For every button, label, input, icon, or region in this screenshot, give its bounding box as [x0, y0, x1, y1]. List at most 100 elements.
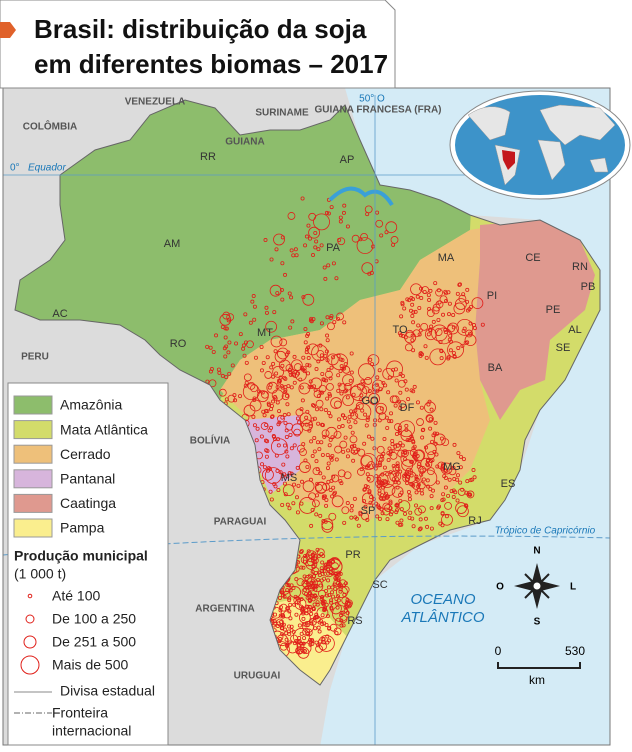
production-dot	[383, 484, 396, 496]
production-dot	[314, 640, 319, 645]
production-dot	[211, 350, 216, 355]
production-dot	[280, 261, 285, 266]
production-dot	[268, 489, 273, 494]
country-label: PARAGUAI	[214, 517, 267, 528]
production-dot	[418, 351, 423, 356]
production-dot	[348, 424, 353, 429]
production-dot	[379, 496, 384, 501]
production-dot	[332, 605, 349, 622]
production-dot	[223, 335, 228, 340]
production-dot	[366, 434, 371, 439]
production-dot	[352, 443, 357, 448]
production-dot	[319, 407, 324, 412]
compass-s: S	[534, 617, 541, 628]
production-dot	[368, 500, 373, 505]
production-dot	[447, 301, 452, 306]
production-dot	[252, 304, 257, 309]
production-dot	[254, 438, 259, 443]
production-dot	[429, 526, 434, 531]
production-dot	[223, 354, 228, 359]
production-dot	[382, 507, 391, 516]
production-dot	[328, 393, 333, 398]
production-dot	[448, 467, 457, 476]
production-dot	[324, 562, 329, 567]
production-dot	[330, 397, 342, 409]
production-dot	[379, 454, 384, 459]
production-dot	[377, 516, 382, 521]
production-dot	[299, 604, 304, 609]
production-dot	[328, 512, 337, 521]
production-dot	[320, 371, 325, 376]
production-dot	[289, 624, 294, 629]
legend-label: Pantanal	[60, 471, 115, 487]
production-dot	[304, 415, 309, 420]
production-dot	[420, 435, 425, 440]
production-dot	[365, 472, 370, 477]
production-dot	[266, 401, 271, 406]
production-dot	[443, 476, 448, 481]
production-dot	[468, 478, 473, 483]
production-dot	[294, 369, 307, 382]
legend-label: Cerrado	[60, 446, 111, 462]
production-dot	[412, 444, 417, 449]
production-dot	[326, 461, 331, 466]
production-dot	[390, 449, 395, 454]
production-dot	[358, 512, 363, 517]
tropic-label: Trópico de Capricórnio	[495, 526, 596, 537]
production-dot	[350, 449, 355, 454]
production-dot	[327, 410, 332, 415]
production-dot	[282, 484, 295, 497]
production-dot	[286, 605, 291, 610]
production-dot	[444, 514, 449, 519]
production-dot	[416, 323, 421, 328]
production-dot	[247, 381, 256, 390]
production-dot	[341, 366, 346, 371]
production-dot	[280, 632, 285, 637]
production-dot	[394, 508, 399, 513]
production-dot	[293, 247, 298, 252]
production-dot	[277, 595, 282, 600]
ocean-label: ATLÂNTICO	[400, 609, 484, 626]
production-dot	[362, 499, 367, 504]
production-dot	[224, 375, 229, 380]
production-dot	[414, 457, 419, 462]
production-dot	[288, 588, 293, 593]
production-dot	[339, 364, 344, 369]
production-dot	[461, 457, 466, 462]
production-dot	[317, 447, 322, 452]
production-dot	[326, 638, 331, 643]
production-dot	[306, 345, 311, 350]
production-dot	[424, 443, 437, 456]
production-dot	[428, 487, 433, 492]
production-dot	[336, 594, 341, 599]
production-dot	[276, 488, 281, 493]
production-dot	[292, 482, 297, 487]
production-dot	[297, 646, 310, 659]
production-dot	[243, 312, 248, 317]
legend-label: internacional	[52, 723, 131, 739]
title-box: Brasil: distribuição da soja em diferent…	[0, 0, 396, 89]
production-dot	[400, 302, 405, 307]
production-dot	[355, 401, 364, 410]
production-dot	[454, 298, 467, 310]
production-dot	[327, 443, 332, 448]
production-dot	[293, 428, 302, 437]
production-dot	[302, 554, 315, 567]
state-label: SE	[556, 342, 571, 354]
production-dot	[297, 420, 302, 425]
production-dot	[409, 459, 414, 464]
production-dot	[426, 484, 431, 489]
production-dot	[334, 457, 339, 462]
production-dot	[273, 396, 278, 401]
production-dot	[291, 423, 304, 436]
production-dot	[375, 375, 380, 380]
production-dot	[378, 412, 387, 421]
production-dot	[409, 434, 414, 439]
production-dot	[448, 348, 453, 353]
production-dot	[351, 392, 356, 397]
production-dot	[385, 517, 390, 522]
production-dot	[299, 549, 304, 554]
production-dot	[328, 376, 333, 381]
production-dot	[306, 549, 311, 554]
production-dot	[284, 434, 289, 439]
